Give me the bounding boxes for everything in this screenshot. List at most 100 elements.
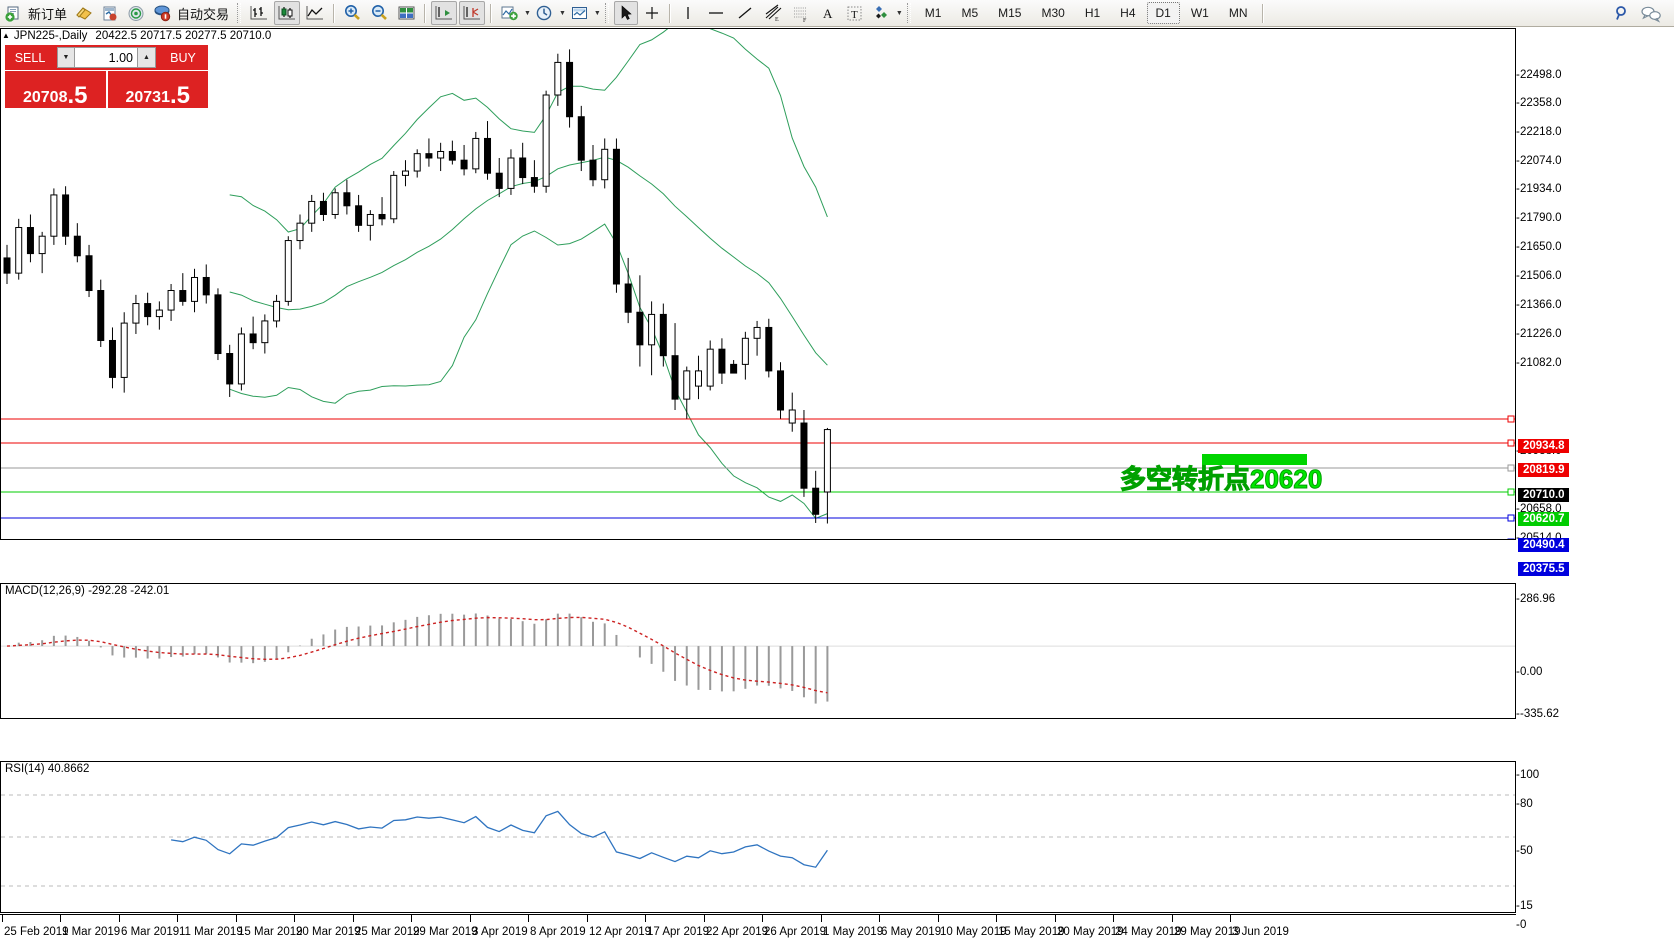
candlestick [366,210,374,241]
timeframe-m15[interactable]: M15 [998,6,1022,20]
price-level-handle[interactable] [1507,415,1515,423]
templates-dropdown-arrow[interactable]: ▼ [593,9,601,17]
price-level-tag[interactable]: 20819.9 [1518,463,1569,477]
chat-icon[interactable] [1637,1,1665,25]
cursor-icon[interactable] [613,1,638,25]
candlestick [460,144,468,176]
price-level-tag[interactable]: 20934.8 [1518,439,1569,453]
macd-pane[interactable]: MACD(12,26,9) -292.28 -242.01 [0,583,1516,719]
candlestick [448,140,456,165]
autotrading-label[interactable]: 自动交易 [177,6,230,22]
chart-shift-icon[interactable] [431,1,458,25]
rsi-pane[interactable]: RSI(14) 40.8662 [0,761,1516,913]
candlestick [308,194,316,232]
candlestick [495,158,503,198]
timeframe-d1[interactable]: D1 [1146,2,1180,24]
price-level-tag[interactable]: 20375.5 [1518,562,1569,576]
toolbar-separator-1 [333,3,336,23]
period-dropdown-arrow[interactable]: ▼ [558,9,566,17]
vertical-line-icon[interactable] [676,1,700,25]
price-level-tag[interactable]: 20710.0 [1518,488,1569,502]
date-axis-tick [1230,915,1231,922]
candlestick [788,392,796,432]
toolbar-grip-1[interactable] [237,3,242,23]
text-label-icon[interactable]: T [842,1,867,25]
buy-button[interactable]: BUY [158,45,208,70]
trendline-icon[interactable] [732,1,758,25]
sell-button[interactable]: SELL [5,45,55,70]
price-scale[interactable]: -22498.0 -22358.0 -22218.0 -22074.0 -21934.0… [1516,28,1674,602]
sell-price[interactable]: 20708 .5 [5,71,106,108]
autotrading-icon[interactable] [150,1,174,25]
period-icon[interactable] [532,1,557,25]
candlestick [507,149,515,195]
price-level-tag[interactable]: 20620.7 [1518,512,1569,526]
date-axis-label: 26 Apr 2019 [764,926,827,938]
price-level-handle[interactable] [1507,488,1515,496]
templates-icon[interactable] [567,1,592,25]
volume-increase-arrow[interactable]: ▲ [138,47,156,68]
toolbar-separator-2 [424,3,427,23]
date-axis-label: 29 May 2019 [1174,926,1241,938]
crosshair-icon[interactable] [640,1,664,25]
candlestick [202,264,210,304]
price-level-handle[interactable] [1507,439,1515,447]
horizontal-line-icon[interactable] [702,1,730,25]
candlestick [648,301,656,376]
candlestick [73,223,81,263]
search-icon[interactable] [1609,1,1635,25]
candlestick [237,327,245,391]
chart-annotation-text[interactable]: 多空转折点20620 [1119,464,1323,495]
fibonacci-icon[interactable]: F [788,1,814,25]
scale-tick: -100 [1516,769,1540,781]
expert-advisors-icon[interactable] [72,1,96,25]
text-icon[interactable]: A [816,1,840,25]
equidistant-channel-icon[interactable]: E [760,1,786,25]
candlestick [50,188,58,245]
zoom-in-icon[interactable] [340,1,365,25]
macd-scale[interactable]: -286.96 -0.00 --335.62 [1516,583,1674,720]
signals-icon[interactable] [124,1,148,25]
timeframe-m1[interactable]: M1 [924,6,942,20]
candlestick [284,236,292,306]
scale-tick: -22218.0 [1516,126,1562,138]
candlestick [355,194,363,232]
volume-input[interactable]: 1.00 [75,47,138,68]
candlestick [718,338,726,384]
new-order-label[interactable]: 新订单 [28,6,68,22]
bar-chart-icon[interactable] [246,1,272,25]
timeframe-h1[interactable]: H1 [1084,6,1101,20]
date-axis-tick [1055,915,1056,922]
new-order-icon[interactable] [1,1,25,25]
date-axis-tick [938,915,939,922]
auto-scroll-icon[interactable] [459,1,486,25]
volume-dropdown-arrow[interactable]: ▼ [57,47,75,68]
toolbar-grip-3[interactable] [906,3,911,23]
price-level-handle[interactable] [1507,464,1515,472]
buy-price[interactable]: 20731 .5 [107,71,208,108]
add-indicator-icon[interactable] [497,1,522,25]
timeframe-m5[interactable]: M5 [961,6,979,20]
add-indicator-dropdown-arrow[interactable]: ▼ [524,9,531,17]
tile-windows-icon[interactable] [394,1,419,25]
rsi-scale[interactable]: -100 -80 -50 -15 -0 [1516,761,1674,931]
one-click-trading-panel[interactable]: SELL ▼ 1.00 ▲ BUY 20708 .5 20731 .5 [5,45,208,108]
green-level-marker[interactable] [1202,454,1307,465]
price-level-handle[interactable] [1507,514,1515,522]
zoom-out-icon[interactable] [367,1,392,25]
shapes-icon[interactable] [869,1,894,25]
timeframe-mn[interactable]: MN [1228,6,1248,20]
data-window-icon[interactable] [98,1,122,25]
timeframe-h4[interactable]: H4 [1120,6,1136,20]
toolbar-grip-2[interactable] [604,3,609,23]
volume-stepper[interactable]: ▼ 1.00 ▲ [55,45,158,70]
price-level-tag[interactable]: 20490.4 [1518,538,1569,552]
shapes-dropdown-arrow[interactable]: ▼ [895,9,903,17]
chart-collapse-icon[interactable]: ▲ [2,31,10,40]
date-axis-tick [411,915,412,922]
candlestick [3,244,11,284]
timeframe-w1[interactable]: W1 [1190,6,1209,20]
line-chart-icon[interactable] [302,1,328,25]
timeframe-m30[interactable]: M30 [1041,6,1065,20]
candlestick-chart-icon[interactable] [274,1,301,25]
